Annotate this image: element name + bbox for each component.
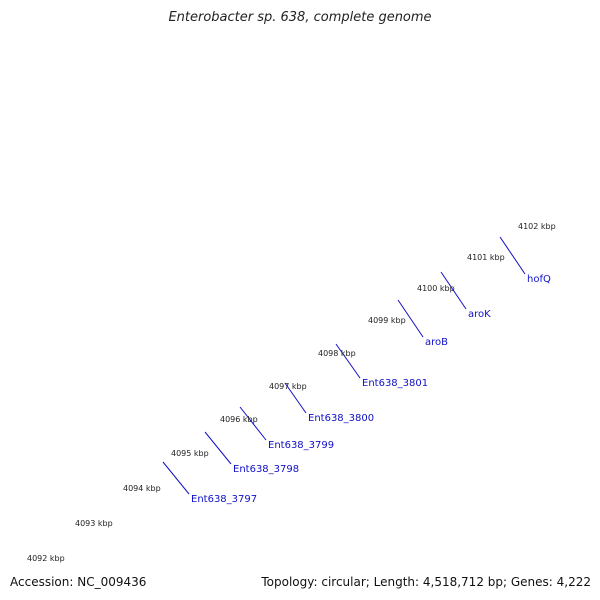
tick-label-4098: 4098 kbp [318, 349, 356, 358]
tick-label-4093: 4093 kbp [75, 519, 113, 528]
tick-label-4100: 4100 kbp [417, 284, 455, 293]
label-leader-line [440, 271, 467, 310]
accession-text: Accession: NC_009436 [10, 575, 147, 589]
gene-label-hofq: hofQ [527, 274, 551, 285]
tick-label-4101: 4101 kbp [467, 253, 505, 262]
gene-labels: Ent638_3797 Ent638_3798 Ent638_3799 Ent6… [191, 274, 551, 505]
label-leader-line [162, 461, 190, 495]
gene-label-ent638-3798: Ent638_3798 [233, 464, 299, 475]
label-leader-lines [162, 236, 526, 495]
gene-label-ent638-3800: Ent638_3800 [308, 413, 374, 424]
gene-label-ent638-3801: Ent638_3801 [362, 378, 428, 389]
label-leader-line [204, 431, 232, 465]
label-leader-line [397, 299, 424, 338]
label-leader-line [284, 382, 307, 414]
tick-label-4095: 4095 kbp [171, 449, 209, 458]
tick-label-4092: 4092 kbp [27, 554, 65, 563]
genome-summary-text: Topology: circular; Length: 4,518,712 bp… [261, 575, 591, 589]
tick-label-4097: 4097 kbp [269, 382, 307, 391]
map-title: Enterobacter sp. 638, complete genome [168, 10, 432, 25]
tick-label-4102: 4102 kbp [518, 222, 556, 231]
tick-label-4094: 4094 kbp [123, 484, 161, 493]
gene-label-ent638-3797: Ent638_3797 [191, 494, 257, 505]
tick-label-4096: 4096 kbp [220, 415, 258, 424]
position-labels: 4092 kbp 4093 kbp 4094 kbp 4095 kbp 4096… [27, 222, 556, 563]
gene-label-ent638-3799: Ent638_3799 [268, 440, 334, 451]
label-leader-line [499, 236, 526, 275]
gene-label-arok: aroK [468, 309, 491, 320]
label-leader-line [335, 343, 361, 379]
tick-label-4099: 4099 kbp [368, 316, 406, 325]
gene-label-arob: aroB [425, 337, 448, 348]
label-leader-line [239, 406, 267, 441]
